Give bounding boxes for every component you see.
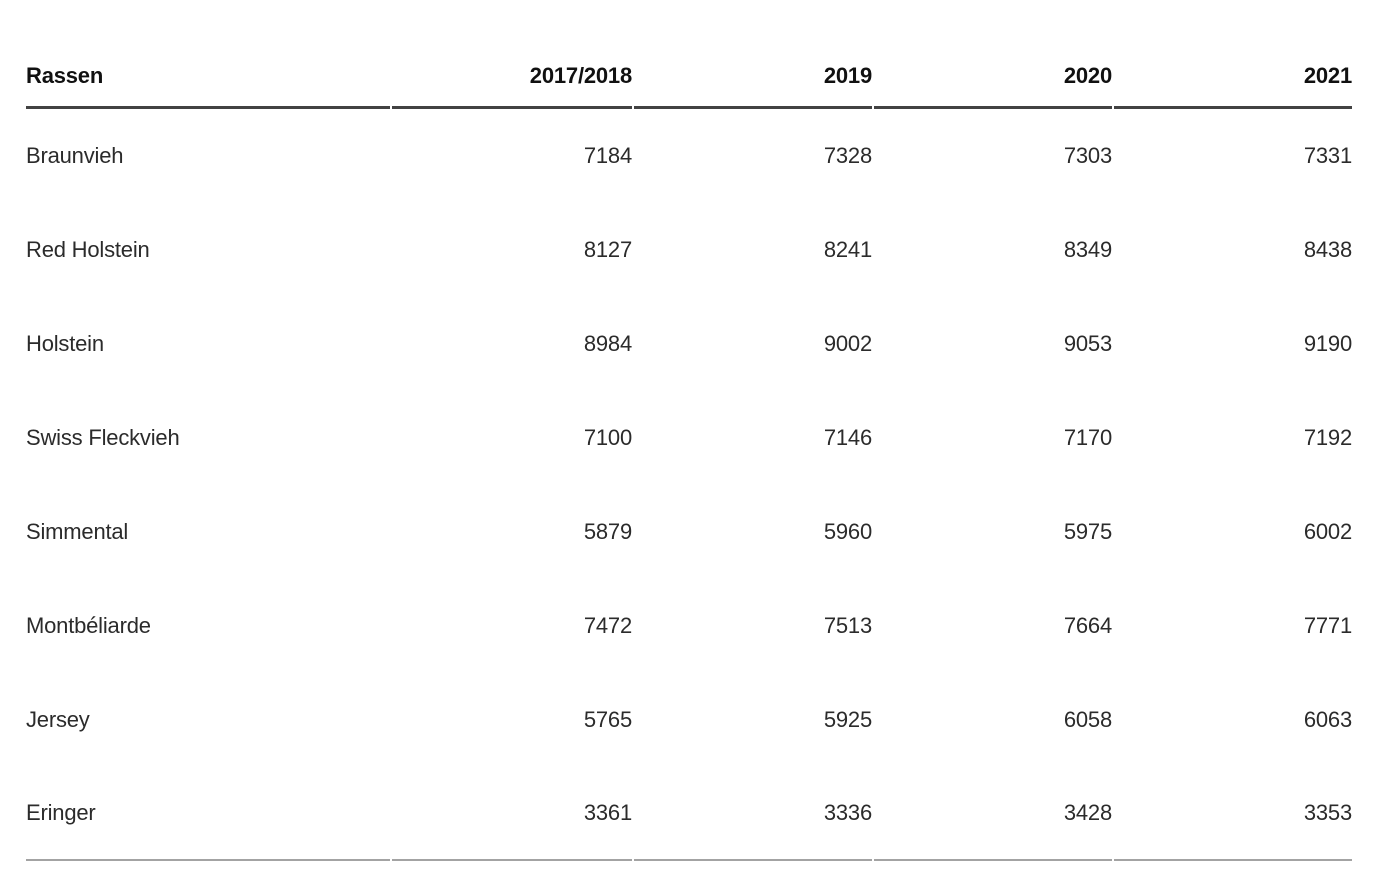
cell-value: 7331 — [1303, 143, 1352, 168]
row-label: Eringer — [26, 767, 390, 861]
row-label: Swiss Fleckvieh — [26, 425, 180, 450]
table-row-holstein: Holstein 8984 9002 9053 9190 — [26, 297, 1352, 391]
cell-value: 7170 — [1063, 425, 1112, 450]
table-row-jersey: Jersey 5765 5925 6058 6063 — [26, 673, 1352, 767]
cell-value: 3353 — [1114, 767, 1352, 861]
cell-value: 7303 — [1063, 143, 1112, 168]
header-row: Rassen 2017/2018 2019 2020 2021 — [26, 52, 1352, 109]
cell-value: 5765 — [583, 707, 632, 732]
column-header-2021: 2021 — [1114, 52, 1352, 109]
cell-value: 7771 — [1303, 613, 1352, 638]
row-label: Holstein — [26, 331, 104, 356]
cell-value: 7146 — [823, 425, 872, 450]
cell-value: 8241 — [823, 237, 872, 262]
cell-value: 6063 — [1303, 707, 1352, 732]
cell-value: 3361 — [392, 767, 632, 861]
cell-value: 7192 — [1303, 425, 1352, 450]
cell-value: 9190 — [1303, 331, 1352, 356]
table-row-braunvieh: Braunvieh 7184 7328 7303 7331 — [26, 109, 1352, 203]
cell-value: 9053 — [1063, 331, 1112, 356]
cell-value: 7513 — [823, 613, 872, 638]
table-row-swiss-fleckvieh: Swiss Fleckvieh 7100 7146 7170 7192 — [26, 391, 1352, 485]
cell-value: 5960 — [823, 519, 872, 544]
cell-value: 8349 — [1063, 237, 1112, 262]
cell-value: 3336 — [634, 767, 872, 861]
cell-value: 9002 — [823, 331, 872, 356]
cell-value: 6002 — [1303, 519, 1352, 544]
column-header-2020: 2020 — [874, 52, 1112, 109]
cell-value: 7184 — [583, 143, 632, 168]
row-label: Braunvieh — [26, 143, 124, 168]
row-label: Simmental — [26, 519, 129, 544]
table-row-eringer: Eringer 3361 3336 3428 3353 — [26, 767, 1352, 861]
row-label: Montbéliarde — [26, 613, 151, 638]
cell-value: 6058 — [1063, 707, 1112, 732]
cell-value: 3428 — [874, 767, 1112, 861]
cell-value: 7100 — [583, 425, 632, 450]
cell-value: 7664 — [1063, 613, 1112, 638]
cell-value: 5925 — [823, 707, 872, 732]
table-row-red-holstein: Red Holstein 8127 8241 8349 8438 — [26, 203, 1352, 297]
table-row-simmental: Simmental 5879 5960 5975 6002 — [26, 485, 1352, 579]
table-row-montbeliarde: Montbéliarde 7472 7513 7664 7771 — [26, 579, 1352, 673]
cell-value: 7328 — [823, 143, 872, 168]
cell-value: 7472 — [583, 613, 632, 638]
breeds-data-table: Rassen 2017/2018 2019 2020 2021 Braunvie… — [24, 52, 1354, 861]
cell-value: 8127 — [583, 237, 632, 262]
cell-value: 8984 — [583, 331, 632, 356]
cell-value: 5879 — [583, 519, 632, 544]
column-header-2019: 2019 — [634, 52, 872, 109]
column-header-rassen: Rassen — [26, 52, 390, 109]
row-label: Red Holstein — [26, 237, 150, 262]
cell-value: 8438 — [1303, 237, 1352, 262]
row-label: Jersey — [26, 707, 90, 732]
cell-value: 5975 — [1063, 519, 1112, 544]
column-header-2017-2018: 2017/2018 — [392, 52, 632, 109]
